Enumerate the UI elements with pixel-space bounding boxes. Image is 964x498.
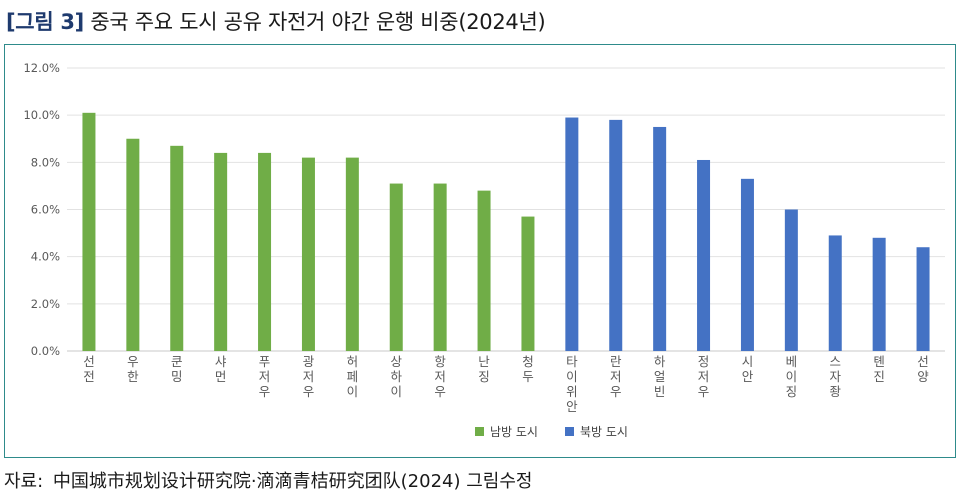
bar-광저우 xyxy=(301,157,315,351)
bar-허페이 xyxy=(345,157,359,351)
bar-항저우 xyxy=(433,183,447,351)
bar-푸저우 xyxy=(258,152,272,351)
bar-정저우 xyxy=(697,159,711,351)
bar-상하이 xyxy=(389,183,403,351)
bar-톈진 xyxy=(872,237,886,351)
figure-title-text: 중국 주요 도시 공유 자전거 야간 운행 비중(2024년) xyxy=(90,10,546,34)
bar-선전 xyxy=(82,112,96,351)
y-tick-label: 10.0% xyxy=(23,108,60,122)
y-tick-label: 6.0% xyxy=(31,203,60,217)
bar-하얼빈 xyxy=(653,126,667,351)
bar-시안 xyxy=(740,178,754,351)
source-label: 자료: xyxy=(4,471,44,492)
y-tick-label: 4.0% xyxy=(31,250,60,264)
legend-label: 남방 도시 xyxy=(490,425,538,439)
y-tick-label: 12.0% xyxy=(23,61,60,75)
y-tick-label: 2.0% xyxy=(31,297,60,311)
bar-란저우 xyxy=(609,119,623,351)
bar-베이징 xyxy=(784,209,798,351)
bar-청두 xyxy=(521,216,535,351)
bar-쿤밍 xyxy=(170,145,184,351)
source-text: 中国城市规划设计研究院·滴滴青桔研究团队(2024) 그림수정 xyxy=(52,471,533,492)
figure-number: [그림 3] xyxy=(6,10,84,34)
bar-난징 xyxy=(477,190,491,351)
bar-타이위안 xyxy=(565,117,579,352)
bar-우한 xyxy=(126,138,140,351)
legend-label: 북방 도시 xyxy=(580,425,628,439)
chart-container: 0.0% 2.0% 4.0% 6.0% 8.0% 10.0% 12.0% 선 전 우 한 쿤 밍 샤 먼 푸 저… xyxy=(4,44,956,458)
legend-swatch xyxy=(475,427,484,436)
legend-swatch xyxy=(565,427,574,436)
bar-스자좡 xyxy=(828,235,842,351)
figure-title: [그림 3] 중국 주요 도시 공유 자전거 야간 운행 비중(2024년) xyxy=(6,6,546,36)
source-note: 자료: 中国城市规划设计研究院·滴滴青桔研究团队(2024) 그림수정 xyxy=(4,467,536,493)
bar-chart: 0.0% 2.0% 4.0% 6.0% 8.0% 10.0% 12.0% 선 전 우 한 쿤 밍 샤 먼 푸 저… xyxy=(23,61,945,439)
y-tick-label: 8.0% xyxy=(31,155,60,169)
y-tick-label: 0.0% xyxy=(31,344,60,358)
bar-샤먼 xyxy=(214,152,228,351)
bar-선양 xyxy=(916,247,930,351)
